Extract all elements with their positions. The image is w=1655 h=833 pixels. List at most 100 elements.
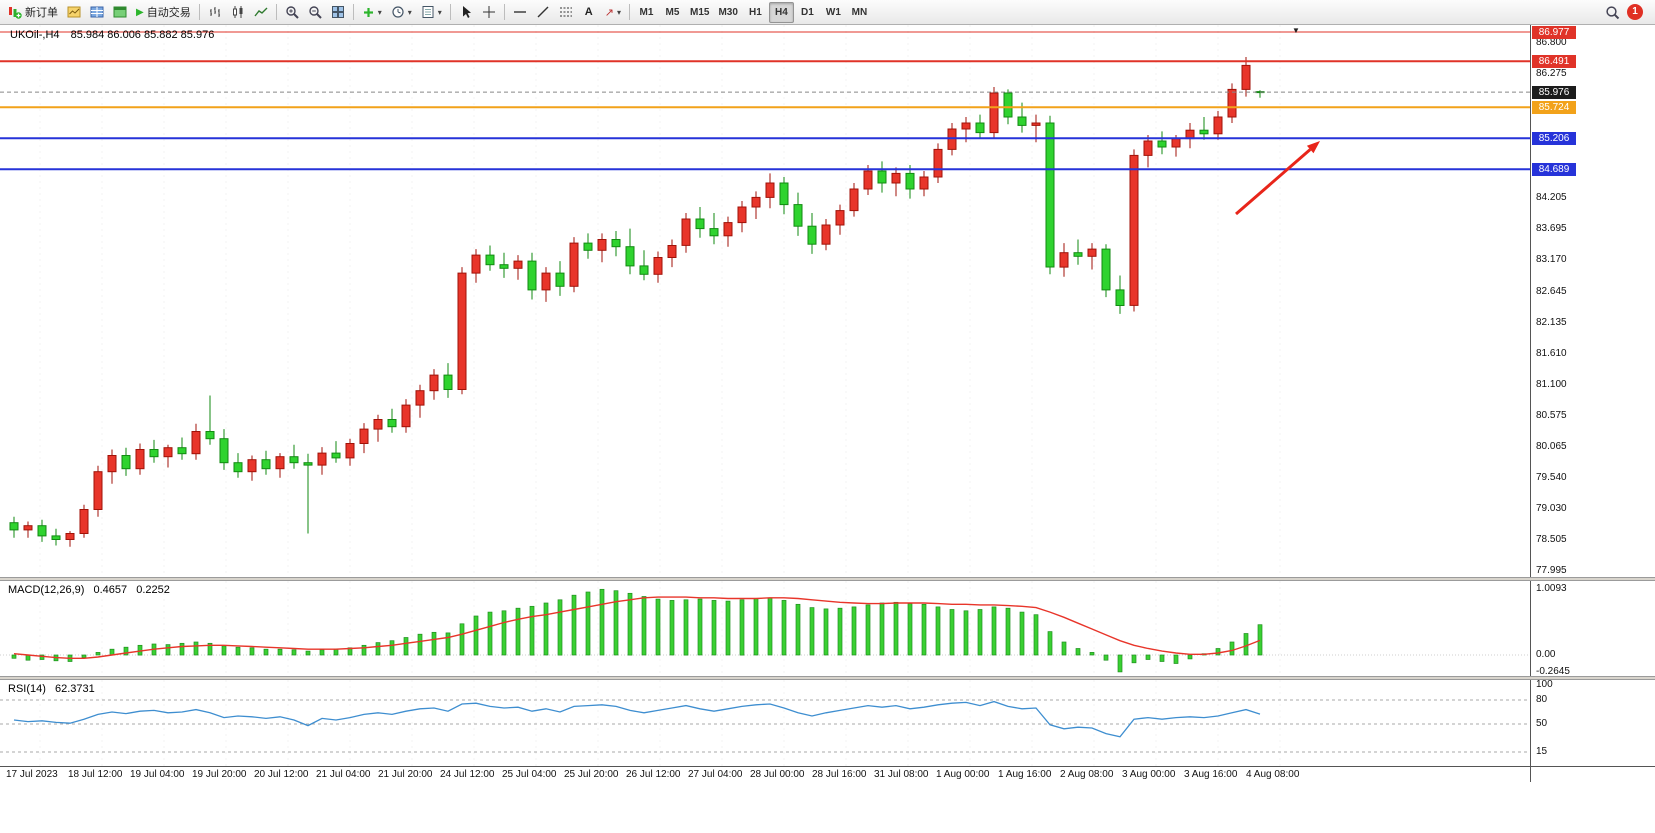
candle bbox=[150, 450, 158, 457]
candle bbox=[38, 526, 46, 536]
mt4-window: 新订单 ▶ 自动交易 bbox=[0, 0, 1655, 833]
candle bbox=[542, 273, 550, 290]
bar-chart-button[interactable] bbox=[204, 2, 226, 23]
candle bbox=[626, 247, 634, 266]
macd-main-value: 0.4657 bbox=[93, 584, 127, 596]
candle bbox=[836, 211, 844, 225]
crosshair-icon bbox=[482, 5, 496, 19]
shapes-dropdown[interactable]: ↗ ▾ bbox=[601, 2, 625, 23]
rsi-axis-tick: 80 bbox=[1536, 694, 1547, 705]
trendline-button[interactable] bbox=[532, 2, 554, 23]
caret-down-icon: ▾ bbox=[438, 8, 442, 17]
candle bbox=[906, 173, 914, 189]
macd-histogram bbox=[12, 589, 1262, 672]
charts-window-button[interactable] bbox=[63, 2, 85, 23]
candle bbox=[318, 453, 326, 465]
add-chart-icon bbox=[362, 6, 375, 19]
template-icon bbox=[421, 5, 435, 19]
new-order-button[interactable]: 新订单 bbox=[4, 2, 62, 23]
macd-axis-tick: 1.0093 bbox=[1536, 583, 1567, 594]
notification-badge[interactable]: 1 bbox=[1627, 4, 1643, 20]
candle bbox=[640, 266, 648, 274]
candle bbox=[1144, 141, 1152, 155]
timeframe-w1-button[interactable]: W1 bbox=[821, 2, 846, 23]
rsi-label: RSI(14) 62.3731 bbox=[8, 683, 95, 695]
candle bbox=[528, 261, 536, 290]
candle bbox=[556, 273, 564, 286]
candle bbox=[850, 189, 858, 211]
zoom-out-button[interactable] bbox=[304, 2, 326, 23]
timeframe-m5-button[interactable]: M5 bbox=[660, 2, 685, 23]
macd-panel[interactable] bbox=[0, 581, 1530, 677]
candle bbox=[584, 243, 592, 250]
candle bbox=[80, 510, 88, 534]
zoom-in-button[interactable] bbox=[281, 2, 303, 23]
fibonacci-retracement-button[interactable] bbox=[555, 2, 577, 23]
price-badge-85.724: 85.724 bbox=[1532, 101, 1576, 114]
crosshair-button[interactable] bbox=[478, 2, 500, 23]
price-tick: 83.170 bbox=[1536, 254, 1567, 265]
terminal-button[interactable] bbox=[109, 2, 131, 23]
candle bbox=[136, 450, 144, 469]
timeframe-toolbar: M1M5M15M30H1H4D1W1MN bbox=[634, 2, 872, 23]
caret-down-icon: ▾ bbox=[378, 8, 382, 17]
text-tool-button[interactable]: A bbox=[578, 2, 600, 23]
macd-panel-separator[interactable] bbox=[0, 577, 1655, 581]
trendline-icon bbox=[536, 5, 550, 19]
time-label: 3 Aug 16:00 bbox=[1184, 769, 1237, 780]
macd-signal-line bbox=[14, 597, 1260, 658]
candle bbox=[10, 523, 18, 530]
time-label: 21 Jul 04:00 bbox=[316, 769, 371, 780]
candle bbox=[1228, 89, 1236, 117]
new-chart-dropdown[interactable]: ▾ bbox=[358, 2, 386, 23]
candlesticks-button[interactable] bbox=[227, 2, 249, 23]
price-badge-86.977: 86.977 bbox=[1532, 26, 1576, 39]
candle bbox=[486, 255, 494, 265]
timeframe-h4-button[interactable]: H4 bbox=[769, 2, 794, 23]
candle bbox=[794, 205, 802, 227]
candle bbox=[332, 453, 340, 458]
timeframe-h1-button[interactable]: H1 bbox=[743, 2, 768, 23]
candle bbox=[430, 375, 438, 391]
candlestick-icon bbox=[231, 5, 245, 19]
candle bbox=[262, 460, 270, 469]
main-chart[interactable] bbox=[0, 25, 1530, 578]
main-toolbar: 新订单 ▶ 自动交易 bbox=[0, 0, 1655, 25]
price-tick: 86.275 bbox=[1536, 68, 1567, 79]
line-chart-button[interactable] bbox=[250, 2, 272, 23]
scroll-to-end-icon[interactable]: ▼ bbox=[1292, 26, 1300, 35]
rsi-panel-separator[interactable] bbox=[0, 676, 1655, 680]
tile-windows-icon bbox=[331, 5, 345, 19]
candle bbox=[164, 448, 172, 457]
horizontal-line-button[interactable] bbox=[509, 2, 531, 23]
time-label: 28 Jul 16:00 bbox=[812, 769, 867, 780]
rsi-panel[interactable] bbox=[0, 680, 1530, 766]
time-label: 25 Jul 04:00 bbox=[502, 769, 557, 780]
trend-arrow[interactable] bbox=[1236, 150, 1310, 215]
time-label: 28 Jul 00:00 bbox=[750, 769, 805, 780]
timeframe-mn-button[interactable]: MN bbox=[847, 2, 872, 23]
candle bbox=[472, 255, 480, 273]
rsi-value: 62.3731 bbox=[55, 683, 95, 695]
autotrading-button[interactable]: ▶ 自动交易 bbox=[132, 2, 195, 23]
candle bbox=[234, 463, 242, 472]
timeframe-m1-button[interactable]: M1 bbox=[634, 2, 659, 23]
price-tick: 80.575 bbox=[1536, 410, 1567, 421]
tile-windows-button[interactable] bbox=[327, 2, 349, 23]
candle bbox=[514, 261, 522, 268]
timeframe-d1-button[interactable]: D1 bbox=[795, 2, 820, 23]
market-watch-button[interactable] bbox=[86, 2, 108, 23]
timeframe-m15-button[interactable]: M15 bbox=[686, 2, 713, 23]
candle bbox=[612, 240, 620, 247]
candle bbox=[570, 243, 578, 286]
candle bbox=[1158, 141, 1166, 147]
candle bbox=[962, 123, 970, 129]
cursor-button[interactable] bbox=[455, 2, 477, 23]
candle bbox=[1060, 253, 1068, 267]
profiles-dropdown[interactable]: ▾ bbox=[387, 2, 416, 23]
search-button[interactable] bbox=[1601, 2, 1624, 23]
templates-dropdown[interactable]: ▾ bbox=[417, 2, 446, 23]
candles-layer bbox=[10, 57, 1264, 547]
timeframe-m30-button[interactable]: M30 bbox=[714, 2, 741, 23]
candle bbox=[402, 405, 410, 427]
